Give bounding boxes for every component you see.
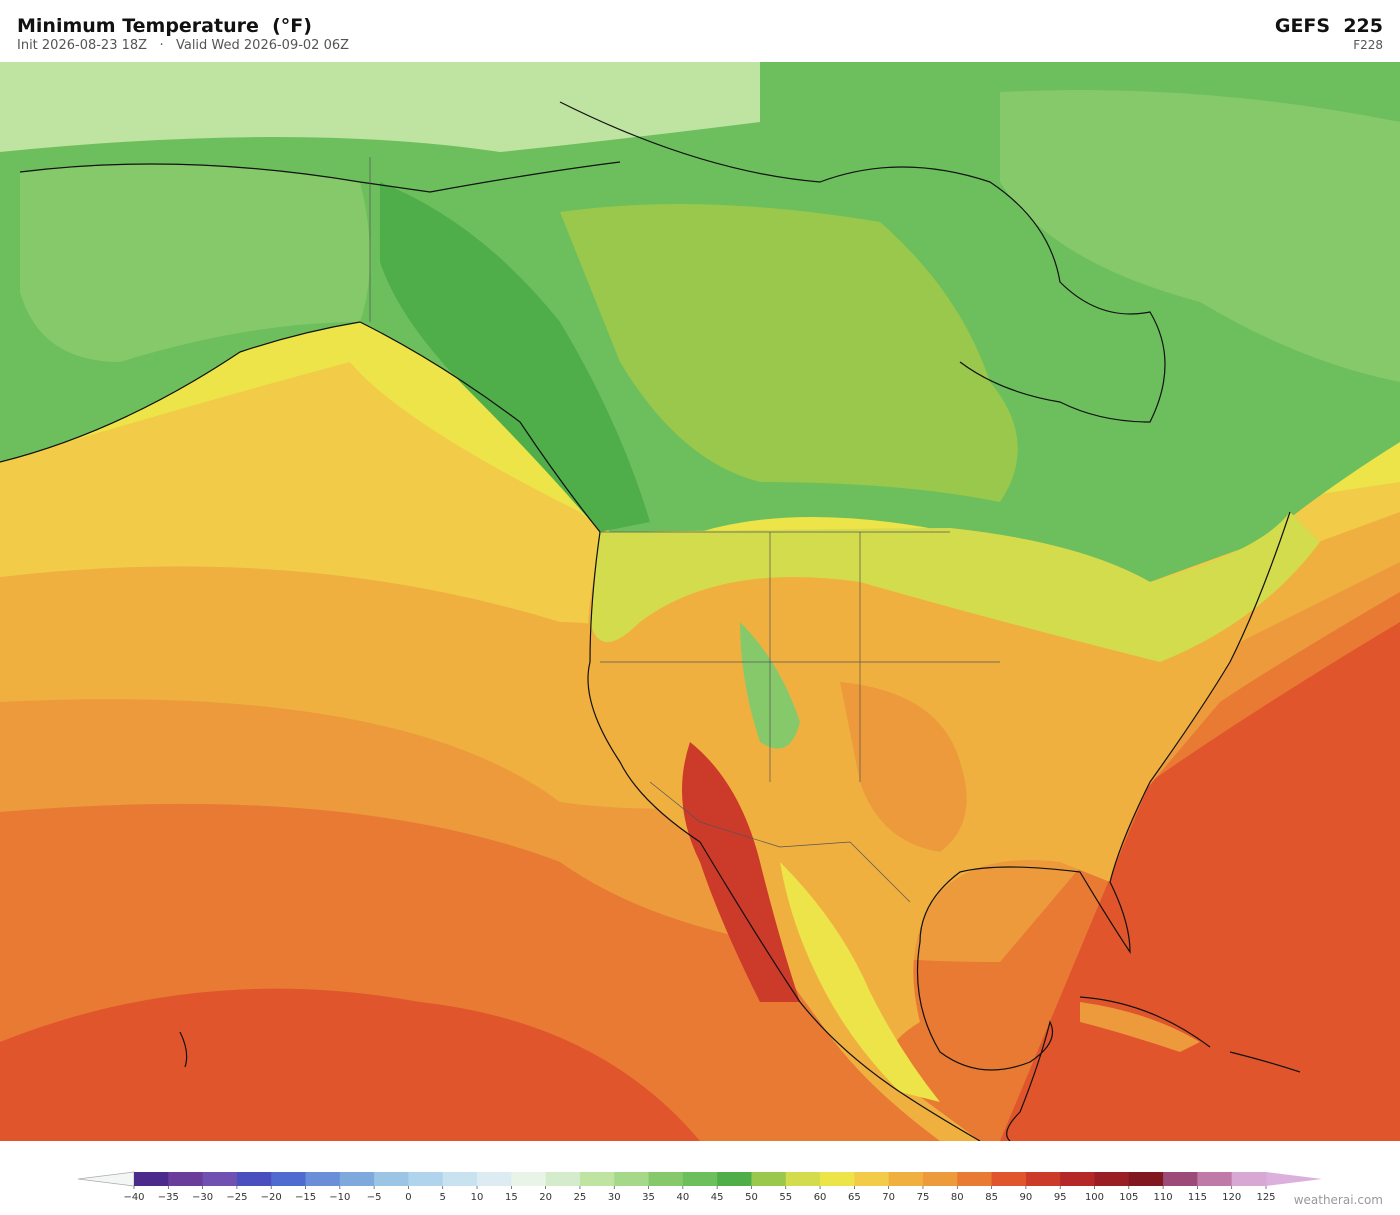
colorbar-tick-label: 60 [814, 1192, 827, 1203]
colorbar-swatch [991, 1172, 1027, 1186]
coastline [0, 161, 981, 1141]
colorbar-swatch [820, 1172, 855, 1186]
colorbar-tick-label: 90 [1020, 1192, 1033, 1203]
colorbar-swatch [168, 1172, 204, 1186]
colorbar-tick-label: −10 [329, 1192, 350, 1203]
political-border [369, 157, 1000, 903]
credit: weatherai.com [1293, 1193, 1383, 1207]
colorbar-swatch [134, 1172, 169, 1186]
colorbar-tick-label: 30 [608, 1192, 621, 1203]
colorbar-swatch [545, 1172, 581, 1186]
colorbar-swatch [1060, 1172, 1095, 1186]
colorbar-swatch [202, 1172, 238, 1186]
coastline [179, 996, 1301, 1073]
colorbar-swatch [854, 1172, 890, 1186]
colorbar-swatch [785, 1172, 821, 1186]
colorbar: −40 −35 −30 −25 −20 −15 −10 −5 0 5 10 15 20 25 30 35 40 4… [77, 1171, 1322, 1203]
colorbar-swatch [271, 1172, 307, 1186]
colorbar-tick-label: 100 [1085, 1192, 1104, 1203]
colorbar-tick-label: 25 [574, 1192, 587, 1203]
land-region [840, 682, 967, 852]
colorbar-swatch [408, 1172, 444, 1186]
colorbar-over [1266, 1172, 1322, 1186]
colorbar-tick-label: 55 [779, 1192, 792, 1203]
colorbar-tick-label: 45 [711, 1192, 724, 1203]
colorbar-swatch [305, 1172, 341, 1186]
land-region [780, 862, 940, 1102]
temperature-map [0, 62, 1400, 1141]
colorbar-tick-label: 85 [985, 1192, 998, 1203]
colorbar-swatch [648, 1172, 684, 1186]
colorbar-tick-label: 40 [676, 1192, 689, 1203]
land-region [1000, 90, 1400, 382]
colorbar-tick-label: 20 [539, 1192, 552, 1203]
map-subtitle: Init 2026-08-23 18Z · Valid Wed 2026-09-… [17, 38, 350, 53]
colorbar-tick-label: 110 [1154, 1192, 1173, 1203]
colorbar-swatch [511, 1172, 547, 1186]
colorbar-tick-label: 120 [1222, 1192, 1241, 1203]
land-region [380, 182, 650, 532]
land-region [560, 204, 1018, 502]
colorbar-tick-label: 15 [505, 1192, 518, 1203]
map-title: Minimum Temperature (°F) [17, 15, 312, 37]
colorbar-tick-label: −25 [226, 1192, 247, 1203]
colorbar-tick-label: −5 [367, 1192, 382, 1203]
colorbar-tick-label: 70 [882, 1192, 895, 1203]
colorbar-tick-label: 50 [745, 1192, 758, 1203]
colorbar-swatch [374, 1172, 409, 1186]
colorbar-swatch [339, 1172, 375, 1186]
forecast-hour: F228 [1353, 38, 1383, 52]
colorbar-tick-label: 80 [951, 1192, 964, 1203]
colorbar-swatch [614, 1172, 650, 1186]
land-region [20, 164, 370, 362]
colorbar-swatch [717, 1172, 752, 1186]
model-label: GEFS 225 [1274, 15, 1383, 37]
land-region [682, 742, 800, 1002]
land-region [0, 62, 760, 152]
colorbar-tick-label: −40 [123, 1192, 144, 1203]
colorbar-swatch [1163, 1172, 1198, 1186]
colorbar-tick-label: 105 [1119, 1192, 1138, 1203]
colorbar-tick-label: 75 [917, 1192, 930, 1203]
colorbar-swatch [1025, 1172, 1061, 1186]
land-region [1080, 1002, 1200, 1052]
colorbar-tick-label: 35 [642, 1192, 655, 1203]
coastline [559, 101, 1166, 423]
colorbar-swatch [1197, 1172, 1233, 1186]
colorbar-tick-label: −35 [158, 1192, 179, 1203]
land-region [590, 512, 1320, 662]
colorbar-swatch [442, 1172, 478, 1186]
colorbar-under [77, 1171, 135, 1187]
colorbar-swatch [957, 1172, 993, 1186]
colorbar-tick-label: 115 [1188, 1192, 1207, 1203]
colorbar-tick-label: −30 [192, 1192, 213, 1203]
colorbar-swatch [888, 1172, 924, 1186]
colorbar-tick-label: 10 [471, 1192, 484, 1203]
colorbar-swatch [1231, 1172, 1267, 1186]
colorbar-tick-label: 95 [1054, 1192, 1067, 1203]
colorbar-tick-label: 65 [848, 1192, 861, 1203]
colorbar-tick-label: 125 [1256, 1192, 1275, 1203]
colorbar-swatch [751, 1172, 787, 1186]
colorbar-swatch [477, 1172, 512, 1186]
colorbar-tick-label: 0 [405, 1192, 411, 1203]
colorbar-swatch [236, 1172, 272, 1186]
colorbar-swatch [922, 1172, 958, 1186]
colorbar-tick-label: −15 [295, 1192, 316, 1203]
coastline [916, 511, 1291, 1141]
colorbar-swatch [682, 1172, 718, 1186]
colorbar-swatch [1094, 1172, 1130, 1186]
colorbar-tick-label: −20 [261, 1192, 282, 1203]
colorbar-swatch [579, 1172, 615, 1186]
colorbar-swatch [1128, 1172, 1164, 1186]
colorbar-tick-label: 5 [440, 1192, 446, 1203]
